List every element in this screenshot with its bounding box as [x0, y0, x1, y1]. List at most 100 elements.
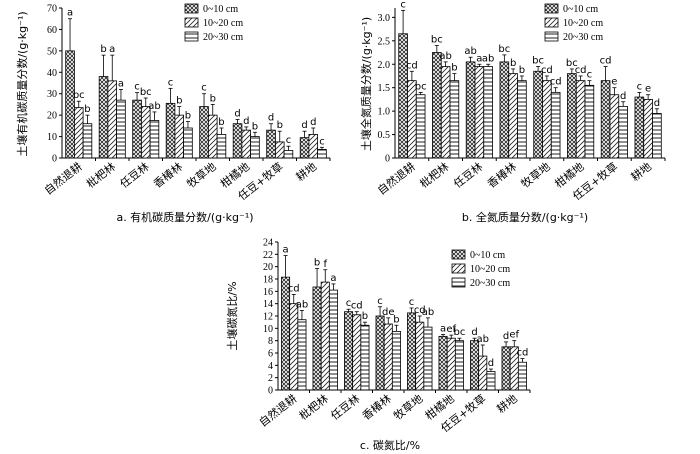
significance-label: b — [510, 58, 516, 69]
significance-label: ab — [422, 307, 434, 318]
x-category-label: 自然退耕 — [374, 159, 417, 197]
bar — [567, 73, 577, 159]
bar — [320, 281, 330, 391]
bar — [517, 80, 527, 159]
significance-label: f — [323, 259, 327, 270]
x-category-label: 自然退耕 — [41, 159, 84, 197]
significance-label: d — [310, 117, 316, 128]
bar — [440, 66, 451, 159]
bar — [483, 66, 493, 159]
x-category-label: 自然退耕 — [256, 391, 299, 429]
panel-b-ylabel: 土壤全氮质量分数/(g·kg⁻¹) — [359, 17, 373, 151]
significance-label: c — [346, 298, 352, 309]
bar — [174, 114, 185, 159]
y-tick-label: 10 — [47, 132, 57, 143]
bar — [165, 102, 176, 159]
bar — [232, 123, 243, 159]
bar — [415, 94, 426, 159]
x-category-label: 香椿林 — [150, 159, 185, 190]
significance-label: bc — [431, 35, 443, 46]
y-tick-label: 22 — [263, 250, 273, 261]
significance-label: bc — [73, 90, 85, 101]
significance-label: cd — [575, 65, 587, 76]
bar — [465, 61, 476, 159]
bar — [116, 99, 126, 159]
bar — [207, 114, 218, 159]
significance-label: b — [84, 104, 90, 115]
significance-label: a — [67, 8, 73, 19]
bar — [499, 61, 510, 159]
bar — [65, 50, 75, 159]
significance-label: cd — [406, 60, 418, 71]
significance-label: c — [134, 82, 140, 93]
bar — [508, 73, 518, 159]
significance-label: b — [218, 117, 224, 128]
significance-label: c — [201, 83, 207, 94]
bar — [584, 84, 595, 159]
bar — [107, 80, 118, 159]
significance-label: c — [587, 70, 593, 81]
panel-b-legend: 0~10 cm 10~20 cm 20~30 cm — [544, 3, 603, 43]
significance-label: cd — [541, 65, 553, 76]
y-tick-label: 2.5 — [378, 36, 391, 47]
bar — [299, 137, 310, 159]
bar — [312, 286, 322, 391]
significance-label: c — [319, 136, 325, 147]
significance-label: a — [476, 53, 482, 64]
significance-label: b — [210, 93, 216, 104]
bar — [241, 129, 252, 159]
bar — [360, 324, 370, 391]
significance-label: d — [654, 98, 660, 109]
significance-label: ab — [439, 51, 451, 62]
significance-label: b — [393, 314, 399, 325]
bar — [73, 107, 84, 159]
significance-label: c — [286, 135, 292, 146]
significance-label: b — [277, 120, 283, 131]
significance-label: cd — [600, 56, 612, 67]
significance-label: d — [268, 113, 274, 124]
bar — [415, 321, 425, 391]
legend-swatch-2 — [184, 31, 199, 42]
bar — [149, 120, 160, 159]
significance-label: ab — [477, 334, 489, 345]
bar — [317, 149, 327, 159]
y-tick-label: 2 — [268, 373, 273, 384]
bar — [398, 33, 408, 159]
significance-label: cd — [517, 348, 529, 359]
significance-label: a — [118, 78, 124, 89]
significance-label: e — [645, 84, 651, 95]
bar — [250, 136, 260, 159]
significance-label: b — [362, 311, 368, 322]
significance-label: ab — [296, 299, 308, 310]
y-tick-label: 4 — [268, 361, 273, 372]
significance-label: c — [637, 81, 643, 92]
x-category-label: 牧草地 — [391, 391, 426, 422]
legend-label-0: 0~10 cm — [203, 4, 238, 15]
bar — [542, 80, 552, 159]
legend-label-1: 10~20 cm — [563, 18, 603, 29]
y-tick-label: 0 — [52, 154, 57, 165]
significance-label: d — [503, 331, 509, 342]
bar — [274, 141, 285, 159]
significance-label: b — [252, 121, 258, 132]
bar — [474, 66, 485, 159]
significance-label: d — [471, 327, 477, 338]
significance-label: cd — [288, 283, 300, 294]
significance-label: cd — [414, 305, 426, 316]
bar — [438, 335, 448, 391]
significance-label: bc — [454, 327, 466, 338]
significance-label: b — [451, 63, 457, 74]
y-tick-label: 0 — [268, 386, 273, 397]
significance-label: a — [440, 324, 446, 335]
bar — [486, 371, 496, 391]
legend-swatch-2 — [451, 277, 466, 288]
y-tick-label: 20 — [263, 262, 273, 273]
x-category-label: 耕地 — [293, 159, 319, 184]
panel-a-ylabel: 土壤有机碳质量分数/(g·kg⁻¹) — [15, 11, 29, 156]
bar — [352, 314, 362, 391]
y-tick-label: 10 — [263, 324, 273, 335]
bar — [216, 134, 227, 159]
legend-swatch-1 — [184, 17, 199, 28]
legend-label-2: 20~30 cm — [470, 278, 510, 289]
